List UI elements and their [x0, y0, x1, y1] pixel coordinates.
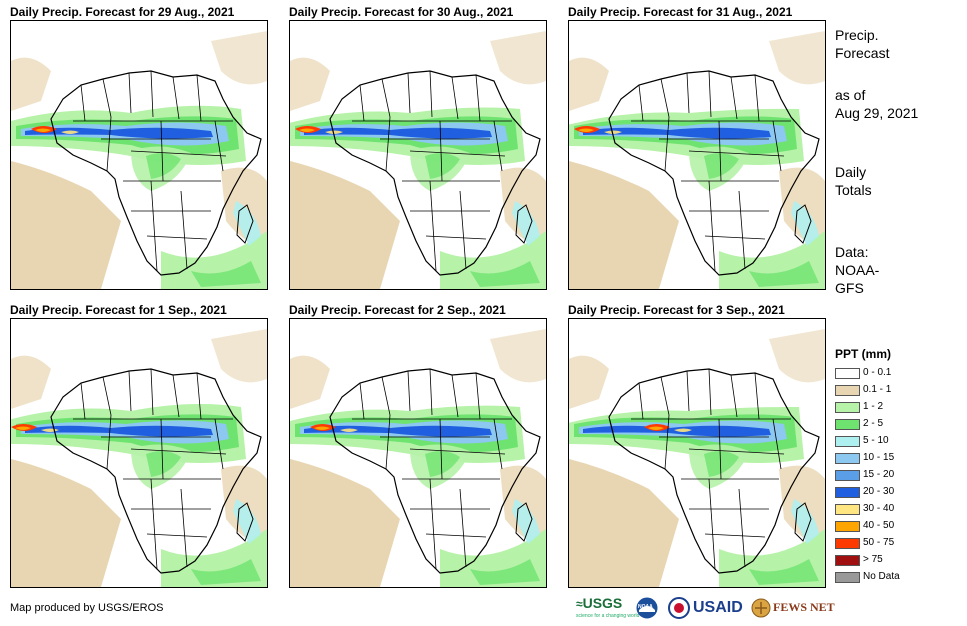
logo-strip: ≈USGS science for a changing world NOAA … [576, 595, 835, 622]
legend-label: 0.1 - 1 [863, 384, 892, 395]
panel-title-5: Daily Precip. Forecast for 2 Sep., 2021 [289, 303, 506, 317]
forecast-map-6 [568, 318, 826, 588]
sidebar-heading: Precip. Forecast [835, 26, 889, 62]
legend-label: 40 - 50 [863, 520, 895, 531]
legend-swatch [835, 368, 860, 379]
forecast-map-2 [289, 20, 547, 290]
panel-title-4: Daily Precip. Forecast for 1 Sep., 2021 [10, 303, 227, 317]
legend-label: > 75 [863, 554, 883, 565]
legend-title: PPT (mm) [835, 347, 892, 361]
usgs-tagline: science for a changing world [576, 613, 640, 619]
panel-title-1: Daily Precip. Forecast for 29 Aug., 2021 [10, 5, 235, 19]
legend-swatch [835, 470, 860, 481]
africa-map-graphic [569, 329, 825, 587]
legend-swatch [835, 487, 860, 498]
usgs-logo-text: USGS [582, 595, 623, 611]
legend-label: 0 - 0.1 [863, 367, 892, 378]
noaa-logo-text: NOAA [638, 604, 653, 610]
data-line-2: NOAA- [835, 262, 880, 278]
legend-swatch [835, 419, 860, 430]
legend-label: 30 - 40 [863, 503, 895, 514]
legend-label: 2 - 5 [863, 418, 884, 429]
forecast-map-5 [289, 318, 547, 588]
asof-line-2: Aug 29, 2021 [835, 105, 919, 121]
africa-map-graphic [11, 31, 267, 289]
africa-map-graphic [290, 329, 546, 587]
noaa-logo: NOAA [636, 597, 658, 622]
legend-label: 50 - 75 [863, 537, 895, 548]
heading-line-2: Forecast [835, 45, 890, 61]
legend-label: 1 - 2 [863, 401, 884, 412]
legend-swatch [835, 572, 860, 583]
legend-swatch [835, 453, 860, 464]
totals-line-2: Totals [835, 182, 872, 198]
legend-swatch [835, 436, 860, 447]
legend-label: No Data [863, 571, 900, 582]
panel-title-3: Daily Precip. Forecast for 31 Aug., 2021 [568, 5, 793, 19]
totals-line-1: Daily [835, 164, 867, 180]
panel-title-2: Daily Precip. Forecast for 30 Aug., 2021 [289, 5, 514, 19]
usaid-seal [668, 597, 690, 622]
data-source: Data: NOAA- GFS [835, 243, 879, 297]
data-line-3: GFS [835, 280, 864, 296]
forecast-map-4 [10, 318, 268, 588]
heading-line-1: Precip. [835, 27, 879, 43]
usgs-logo: ≈USGS [576, 595, 623, 611]
legend-label: 20 - 30 [863, 486, 895, 497]
credit-text: Map produced by USGS/EROS [10, 602, 164, 614]
legend-label: 15 - 20 [863, 469, 895, 480]
forecast-map-3 [568, 20, 826, 290]
legend-swatch [835, 385, 860, 396]
fewsnet-logo-text: FEWS NET [773, 600, 835, 614]
totals-label: Daily Totals [835, 163, 872, 199]
legend-label: 5 - 10 [863, 435, 889, 446]
as-of-date: as of Aug 29, 2021 [835, 86, 918, 122]
forecast-map-1 [10, 20, 268, 290]
data-line-1: Data: [835, 244, 869, 260]
africa-map-graphic [290, 31, 546, 289]
panel-title-6: Daily Precip. Forecast for 3 Sep., 2021 [568, 303, 785, 317]
legend-swatch [835, 402, 860, 413]
usaid-logo: USAID [693, 599, 743, 616]
legend-swatch [835, 521, 860, 532]
africa-map-graphic [569, 31, 825, 289]
legend-swatch [835, 504, 860, 515]
legend-label: 10 - 15 [863, 452, 895, 463]
africa-map-graphic [11, 329, 267, 587]
legend-swatch [835, 538, 860, 549]
legend-swatch [835, 555, 860, 566]
asof-line-1: as of [835, 87, 866, 103]
fewsnet-logo: FEWS NET [751, 598, 835, 621]
